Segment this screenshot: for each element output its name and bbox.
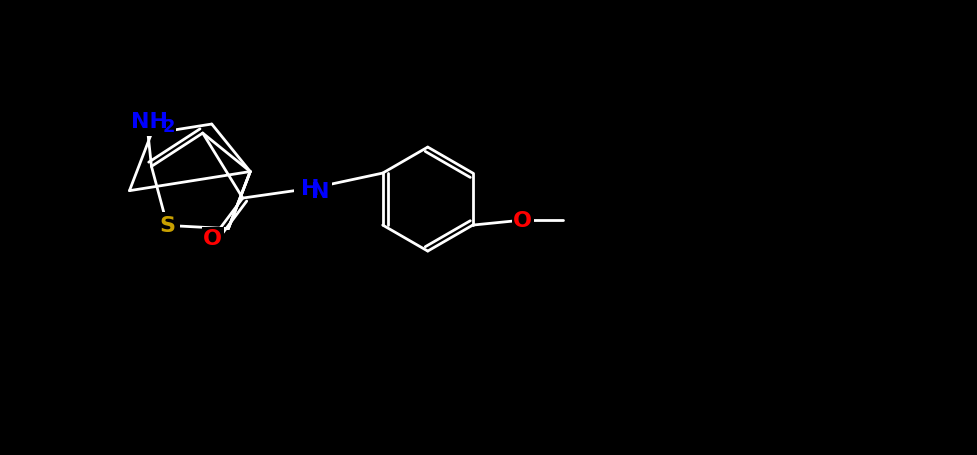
Text: S: S: [159, 216, 175, 236]
Text: O: O: [203, 228, 222, 248]
FancyBboxPatch shape: [154, 213, 181, 239]
Text: NH: NH: [131, 112, 168, 132]
FancyBboxPatch shape: [122, 111, 177, 137]
FancyBboxPatch shape: [201, 228, 224, 249]
Text: 2: 2: [162, 118, 175, 136]
Text: N: N: [312, 182, 330, 202]
Text: O: O: [513, 211, 532, 231]
FancyBboxPatch shape: [294, 176, 332, 202]
Text: H: H: [302, 179, 320, 199]
FancyBboxPatch shape: [512, 210, 533, 232]
